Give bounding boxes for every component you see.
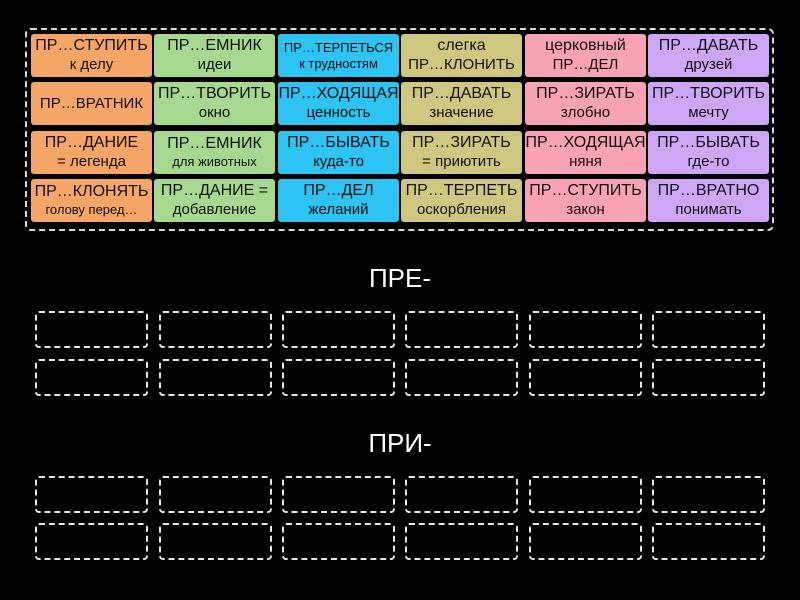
- tile-hint: = приютить: [422, 153, 501, 171]
- tile-hint: к делу: [69, 56, 114, 74]
- pri-drop-slot[interactable]: [35, 476, 148, 513]
- tile-hint: окно: [198, 104, 231, 122]
- tile-word: ПР…ДАНИЕ: [44, 134, 139, 152]
- word-tile[interactable]: ПР…ТВОРИТЬ окно: [154, 82, 275, 125]
- word-tile[interactable]: ПР…СТУПИТЬ к делу: [31, 34, 152, 77]
- tile-word: слегка: [437, 37, 486, 55]
- word-tile[interactable]: ПР…ЕМНИК для животных: [154, 131, 275, 174]
- tile-hint: мечту: [688, 104, 729, 122]
- tile-word: ПР…ВРАТНИК: [39, 94, 144, 112]
- pri-drop-slot[interactable]: [652, 476, 765, 513]
- word-tile[interactable]: церковный ПР…ДЕЛ: [525, 34, 646, 77]
- word-tile[interactable]: ПР…ТЕРПЕТЬ оскорбления: [401, 179, 522, 222]
- pre-drop-slot[interactable]: [35, 359, 148, 396]
- pre-drop-slot[interactable]: [529, 311, 642, 348]
- word-tile[interactable]: ПР…КЛОНЯТЬ голову перед…: [31, 179, 152, 222]
- tile-hint: желаний: [308, 201, 369, 219]
- word-tile[interactable]: ПР…СТУПИТЬ закон: [525, 179, 646, 222]
- tile-word: ПР…ТЕРПЕТЬ: [405, 182, 518, 200]
- pre-drop-slot[interactable]: [405, 359, 518, 396]
- tile-hint: ценность: [306, 104, 371, 122]
- pre-drop-slot[interactable]: [405, 311, 518, 348]
- tile-word: ПР…ЗИРАТЬ: [412, 134, 511, 152]
- tile-word: ПР…ХОДЯЩАЯ: [278, 85, 399, 103]
- word-tile[interactable]: ПР…ХОДЯЩАЯ няня: [525, 131, 646, 174]
- tile-hint: ПР…КЛОНИТЬ: [408, 56, 515, 74]
- group-heading-pre: ПРЕ-: [368, 263, 432, 293]
- tile-hint: где-то: [687, 153, 730, 171]
- pri-drop-slot[interactable]: [405, 476, 518, 513]
- word-tile[interactable]: ПР…ДЕЛ желаний: [278, 179, 399, 222]
- tile-hint: друзей: [684, 56, 733, 74]
- word-tile[interactable]: ПР…ДАВАТЬ друзей: [648, 34, 769, 77]
- tile-hint: ПР…ДЕЛ: [552, 56, 619, 74]
- word-tile[interactable]: ПР…БЫВАТЬ куда-то: [278, 131, 399, 174]
- tile-word: ПР…ДАНИЕ =: [160, 182, 269, 200]
- pri-drop-slot[interactable]: [282, 523, 395, 560]
- word-tile[interactable]: ПР…ЗИРАТЬ злобно: [525, 82, 646, 125]
- tile-word: церковный: [545, 37, 626, 55]
- pre-drop-slot[interactable]: [282, 311, 395, 348]
- tile-word: ПР…ЕМНИК: [167, 135, 262, 153]
- tile-hint: голову перед…: [45, 202, 138, 218]
- pri-drop-slot[interactable]: [529, 523, 642, 560]
- word-tile[interactable]: ПР…ЕМНИК идеи: [154, 34, 275, 77]
- tile-word: ПР…ТЕРПЕТЬСЯ: [283, 39, 394, 55]
- tile-hint: идеи: [197, 56, 232, 74]
- word-tile[interactable]: ПР…ТВОРИТЬ мечту: [648, 82, 769, 125]
- tile-hint: понимать: [675, 201, 742, 219]
- tile-word: ПР…ЗИРАТЬ: [536, 85, 635, 103]
- word-tile[interactable]: ПР…ДАВАТЬ значение: [401, 82, 522, 125]
- tile-word: ПР…ТВОРИТЬ: [652, 85, 765, 103]
- pri-drop-slot[interactable]: [35, 523, 148, 560]
- tile-word: ПР…ДАВАТЬ: [411, 85, 512, 103]
- pre-drop-slot[interactable]: [282, 359, 395, 396]
- pri-drop-slot[interactable]: [529, 476, 642, 513]
- pre-drop-slot[interactable]: [159, 359, 272, 396]
- tile-word: ПР…БЫВАТЬ: [657, 134, 760, 152]
- pri-drop-slot[interactable]: [159, 476, 272, 513]
- word-tile[interactable]: ПР…БЫВАТЬ где-то: [648, 131, 769, 174]
- word-tile[interactable]: ПР…ТЕРПЕТЬСЯ к трудностям: [278, 34, 399, 77]
- word-tile[interactable]: ПР…ЗИРАТЬ = приютить: [401, 131, 522, 174]
- tile-hint: = легенда: [57, 153, 126, 171]
- pri-drop-slot[interactable]: [405, 523, 518, 560]
- tile-hint: добавление: [172, 201, 257, 219]
- word-tile[interactable]: ПР…ВРАТНО понимать: [648, 179, 769, 222]
- word-tile[interactable]: ПР…ВРАТНИК: [31, 82, 152, 125]
- pre-drop-slot[interactable]: [652, 359, 765, 396]
- tile-hint: няня: [569, 153, 602, 171]
- word-bank: [25, 28, 774, 231]
- pri-drop-slot[interactable]: [159, 523, 272, 560]
- word-tile[interactable]: ПР…ДАНИЕ = легенда: [31, 131, 152, 174]
- pre-drop-slot[interactable]: [159, 311, 272, 348]
- word-tile[interactable]: ПР…ДАНИЕ = добавление: [154, 179, 275, 222]
- pri-drop-slot[interactable]: [282, 476, 395, 513]
- tile-word: ПР…ДЕЛ: [303, 182, 374, 200]
- pre-drop-slot[interactable]: [35, 311, 148, 348]
- word-tile[interactable]: ПР…ХОДЯЩАЯ ценность: [278, 82, 399, 125]
- tile-word: ПР…ДАВАТЬ: [658, 37, 759, 55]
- tile-hint: к трудностям: [299, 55, 378, 71]
- pre-drop-slot[interactable]: [652, 311, 765, 348]
- tile-hint: закон: [566, 201, 605, 219]
- tile-hint: оскорбления: [416, 201, 507, 219]
- tile-word: ПР…СТУПИТЬ: [35, 37, 148, 55]
- tile-word: ПР…ХОДЯЩАЯ: [525, 134, 646, 152]
- tile-hint: злобно: [560, 104, 611, 122]
- tile-word: ПР…БЫВАТЬ: [287, 134, 390, 152]
- tile-word: ПР…ВРАТНО: [657, 182, 760, 200]
- tile-word: ПР…СТУПИТЬ: [529, 182, 642, 200]
- tile-word: ПР…ТВОРИТЬ: [158, 85, 271, 103]
- tile-word: ПР…КЛОНЯТЬ: [34, 183, 149, 201]
- tile-hint: значение: [429, 104, 494, 122]
- word-tile[interactable]: слегка ПР…КЛОНИТЬ: [401, 34, 522, 77]
- pri-drop-slot[interactable]: [652, 523, 765, 560]
- tile-hint: для животных: [172, 154, 257, 170]
- tile-word: ПР…ЕМНИК: [167, 37, 262, 55]
- tile-hint: куда-то: [313, 153, 364, 171]
- pre-drop-slot[interactable]: [529, 359, 642, 396]
- group-heading-pri: ПРИ-: [368, 428, 432, 458]
